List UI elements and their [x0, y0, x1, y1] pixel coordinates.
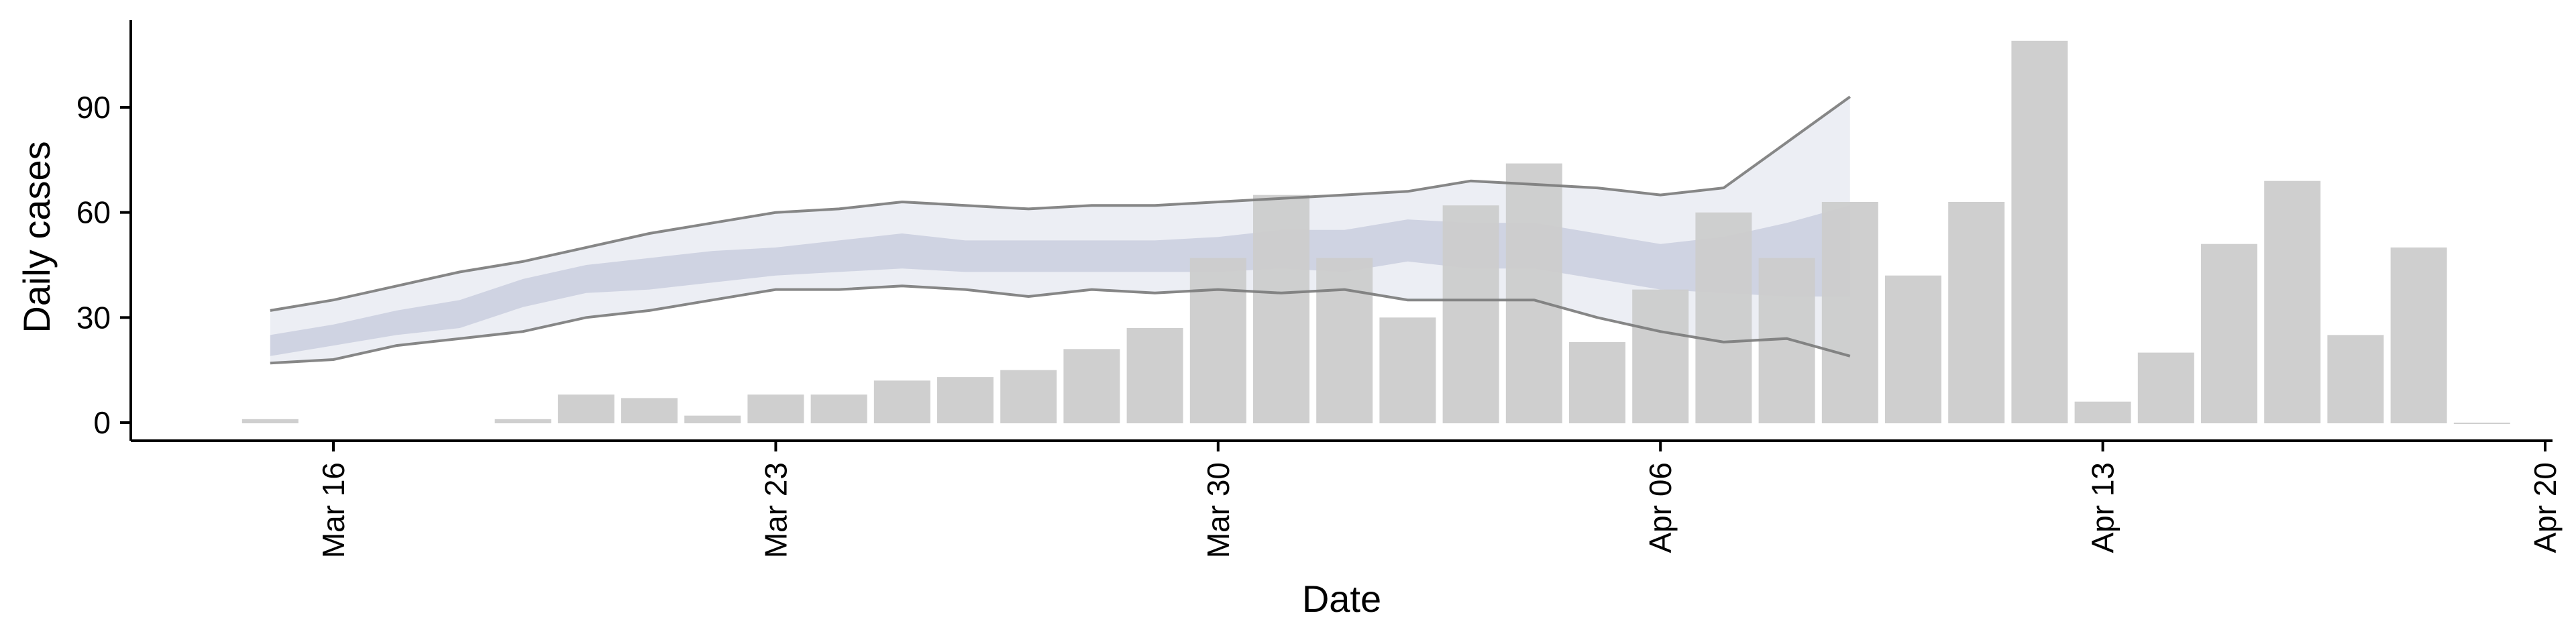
case-bar	[241, 419, 299, 423]
case-bar	[937, 377, 994, 423]
x-axis-title: Date	[1302, 578, 1381, 620]
x-tick-label: Mar 16	[316, 462, 351, 558]
y-axis: 0 30 60 90	[76, 20, 132, 441]
case-bar	[2390, 247, 2447, 423]
estimate-bands	[270, 97, 1850, 364]
case-bar	[1000, 370, 1057, 423]
case-bar	[2327, 335, 2384, 423]
case-bar	[810, 394, 867, 423]
x-tick-label: Mar 23	[758, 462, 793, 558]
case-bar	[1442, 205, 1499, 423]
x-tick-label: Apr 06	[1643, 462, 1678, 553]
case-bar	[557, 394, 614, 423]
case-bar	[1316, 258, 1373, 423]
case-bar	[2011, 40, 2068, 424]
case-bar	[2453, 423, 2510, 424]
estimate-interval-lines	[270, 95, 1851, 365]
case-bar	[1632, 289, 1689, 423]
case-bar	[1948, 202, 2005, 423]
case-bar	[621, 398, 678, 423]
case-bars	[241, 40, 2510, 424]
case-bar	[747, 394, 804, 423]
case-bar	[1126, 328, 1183, 423]
lower-interval-line	[270, 284, 1851, 365]
y-tick-label: 30	[76, 300, 111, 335]
case-bar	[873, 380, 930, 423]
y-tick-label: 60	[76, 195, 111, 230]
case-bar	[1189, 258, 1246, 423]
case-bar	[684, 415, 741, 423]
x-tick-label: Mar 30	[1201, 462, 1236, 558]
case-bar	[2137, 352, 2194, 423]
x-tick-label: Apr 20	[2528, 462, 2563, 553]
case-bar	[1695, 212, 1752, 423]
case-bar	[1505, 163, 1562, 423]
x-tick-label: Apr 13	[2086, 462, 2121, 553]
y-tick-label: 0	[93, 405, 111, 440]
case-bar	[2264, 180, 2321, 423]
y-tick-label: 90	[76, 90, 111, 125]
case-bar	[1379, 317, 1436, 423]
x-axis: Mar 16 Mar 23 Mar 30 Apr 06 Apr 13 Apr 20	[131, 439, 2563, 558]
case-bar	[1885, 275, 1941, 423]
case-bar	[1253, 195, 1309, 423]
case-bar	[494, 419, 551, 423]
case-bar	[1569, 341, 1625, 423]
upper-interval-line	[270, 95, 1851, 312]
case-bar	[2074, 401, 2131, 423]
case-bar	[1821, 202, 1878, 423]
case-bar	[2201, 244, 2257, 423]
y-axis-title: Daily cases	[15, 141, 58, 333]
outer-interval-band	[270, 97, 1850, 364]
case-bar	[1063, 349, 1120, 423]
